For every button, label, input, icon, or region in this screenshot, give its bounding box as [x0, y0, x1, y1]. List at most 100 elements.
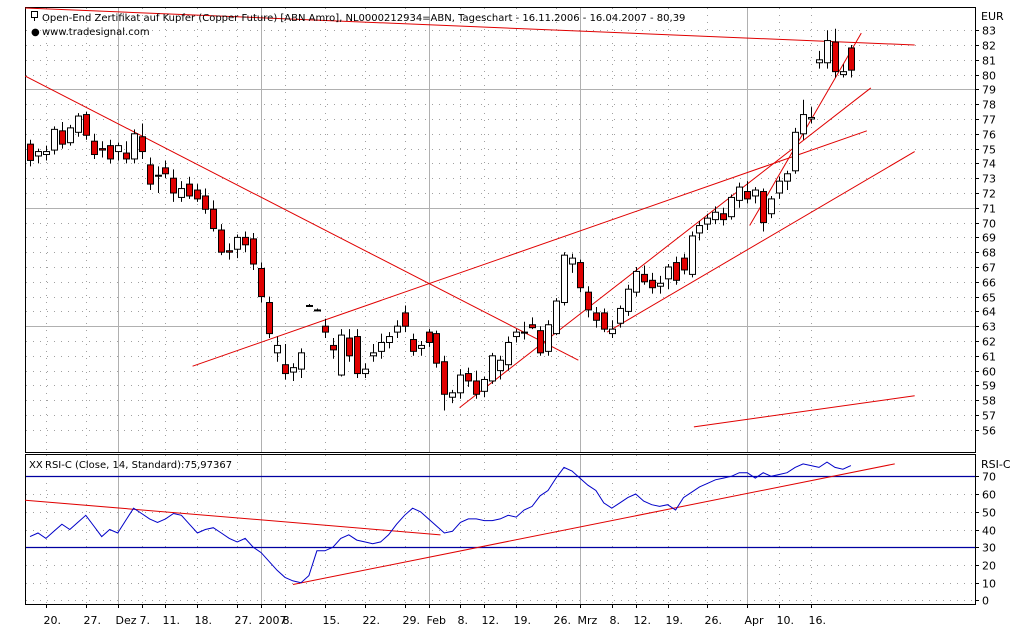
candle-body-up: [752, 189, 759, 197]
candle-body-up: [689, 235, 696, 275]
time-tick-label: 16.: [809, 614, 827, 627]
candle-body-down: [282, 364, 289, 375]
candle-body-up: [234, 236, 241, 250]
candle-body-down: [426, 331, 433, 343]
price-tick-label: 78: [982, 99, 996, 112]
candle-body-up: [712, 211, 719, 221]
candle: [234, 234, 241, 259]
price-tick-label: 61: [982, 351, 996, 364]
rsi-trendline: [292, 463, 895, 585]
price-tick-label: 65: [982, 292, 996, 305]
time-tick-label: 8.: [283, 614, 294, 627]
candle: [330, 338, 337, 359]
candle-body-up: [131, 133, 138, 160]
candle: [760, 188, 767, 232]
rsi-tick-label: 10: [982, 578, 996, 591]
candle: [441, 355, 448, 411]
rsi-tick-label: 30: [982, 542, 996, 555]
time-tick-label: 12.: [482, 614, 500, 627]
price-tick-label: 69: [982, 232, 996, 245]
source-label: www.tradesignal.com: [42, 27, 150, 38]
rsi-tick-label: 20: [982, 560, 996, 573]
candle: [673, 256, 680, 285]
rsi-marker-icon[interactable]: XX: [29, 460, 43, 471]
candle: [258, 262, 265, 303]
candle: [728, 194, 735, 220]
candle: [362, 363, 369, 378]
candle: [107, 139, 114, 164]
candle-body-down: [441, 361, 448, 395]
candle-body-down: [410, 339, 417, 352]
candle: [218, 224, 225, 256]
price-tick-label: 76: [982, 129, 996, 142]
chart-title: Open-End Zertifikat auf Kupfer (Copper F…: [42, 13, 685, 24]
price-tick-label: 68: [982, 247, 996, 260]
candle: [585, 286, 592, 318]
candle: [274, 336, 281, 362]
candle-body-down: [322, 325, 329, 333]
candle: [99, 141, 106, 158]
price-tick-label: 70: [982, 218, 996, 231]
candle-body-down: [577, 262, 584, 289]
candle-body-down: [330, 344, 337, 351]
candle-body-up: [808, 117, 815, 120]
candle-body-up: [609, 328, 616, 335]
candle-body-up: [513, 331, 520, 338]
price-tick-label: 57: [982, 410, 996, 423]
candle-body-up: [768, 198, 775, 215]
candle: [641, 265, 648, 285]
candle-body-down: [529, 324, 536, 329]
candle: [306, 304, 313, 307]
time-tick-label: Dez: [116, 614, 137, 627]
candle-body-down: [226, 250, 233, 253]
price-tick-label: 81: [982, 55, 996, 68]
candle-body-down: [744, 191, 751, 200]
candle-body-up: [792, 131, 799, 172]
candle-body-down: [210, 208, 217, 230]
candle-body-up: [457, 374, 464, 394]
candle: [808, 107, 815, 124]
candle: [569, 253, 576, 273]
candle: [186, 176, 193, 199]
axis-layer: 5657585960616263646566676869707172737475…: [44, 25, 997, 628]
time-tick-label: 29.: [403, 614, 421, 627]
candle-body-up: [306, 304, 313, 307]
candle: [593, 306, 600, 328]
candle: [681, 253, 688, 275]
candle: [410, 333, 417, 356]
candle: [736, 182, 743, 208]
candle-body-up: [43, 151, 50, 156]
candle: [465, 367, 472, 387]
candle: [625, 284, 632, 316]
price-tick-label: 75: [982, 144, 996, 157]
candle: [290, 363, 297, 381]
rsi-layer: [25, 461, 975, 585]
candle-body-up: [824, 40, 831, 64]
candle-body-up: [696, 225, 703, 234]
candle: [633, 267, 640, 297]
candle-body-up: [35, 151, 42, 157]
candle: [298, 348, 305, 378]
candle-body-up: [418, 344, 425, 349]
time-tick-label: 15.: [323, 614, 341, 627]
candle: [473, 370, 480, 399]
candle: [178, 181, 185, 202]
candle-body-down: [202, 195, 209, 210]
candle: [848, 45, 855, 78]
candle: [131, 129, 138, 164]
candle-body-up: [776, 180, 783, 194]
candle: [83, 111, 90, 140]
price-trendline: [24, 75, 579, 361]
candle: [665, 264, 672, 290]
candle: [577, 259, 584, 293]
candle-body-up: [840, 71, 847, 76]
candle: [824, 30, 831, 69]
candle-body-down: [83, 114, 90, 136]
candle-body-up: [800, 114, 807, 135]
candle-body-up: [657, 282, 664, 287]
pin-icon[interactable]: [31, 11, 38, 22]
candle-body-down: [91, 140, 98, 156]
candle: [282, 343, 289, 380]
candle: [266, 296, 273, 339]
